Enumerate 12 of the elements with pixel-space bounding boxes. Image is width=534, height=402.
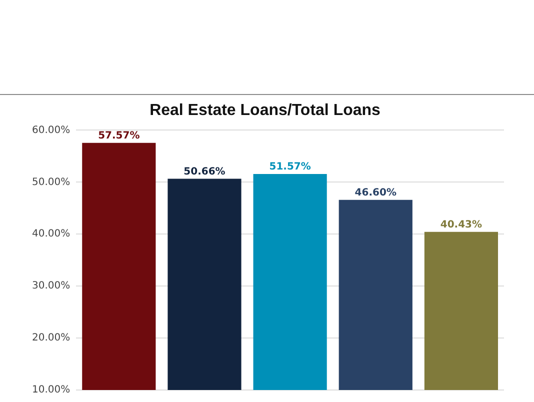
- y-tick-label: 10.00%: [32, 384, 70, 396]
- y-tick-label: 50.00%: [32, 176, 70, 188]
- data-label: 50.66%: [184, 166, 226, 178]
- chart-title: Real Estate Loans/Total Loans: [150, 102, 381, 120]
- y-tick-label: 60.00%: [32, 124, 70, 136]
- data-label: 51.57%: [269, 162, 311, 173]
- data-label: 57.57%: [98, 130, 140, 142]
- y-tick-label: 40.00%: [32, 228, 70, 240]
- data-label: 40.43%: [440, 219, 482, 230]
- y-tick-label: 20.00%: [32, 332, 70, 344]
- data-label: 46.60%: [354, 187, 396, 198]
- y-tick-label: 30.00%: [32, 280, 70, 292]
